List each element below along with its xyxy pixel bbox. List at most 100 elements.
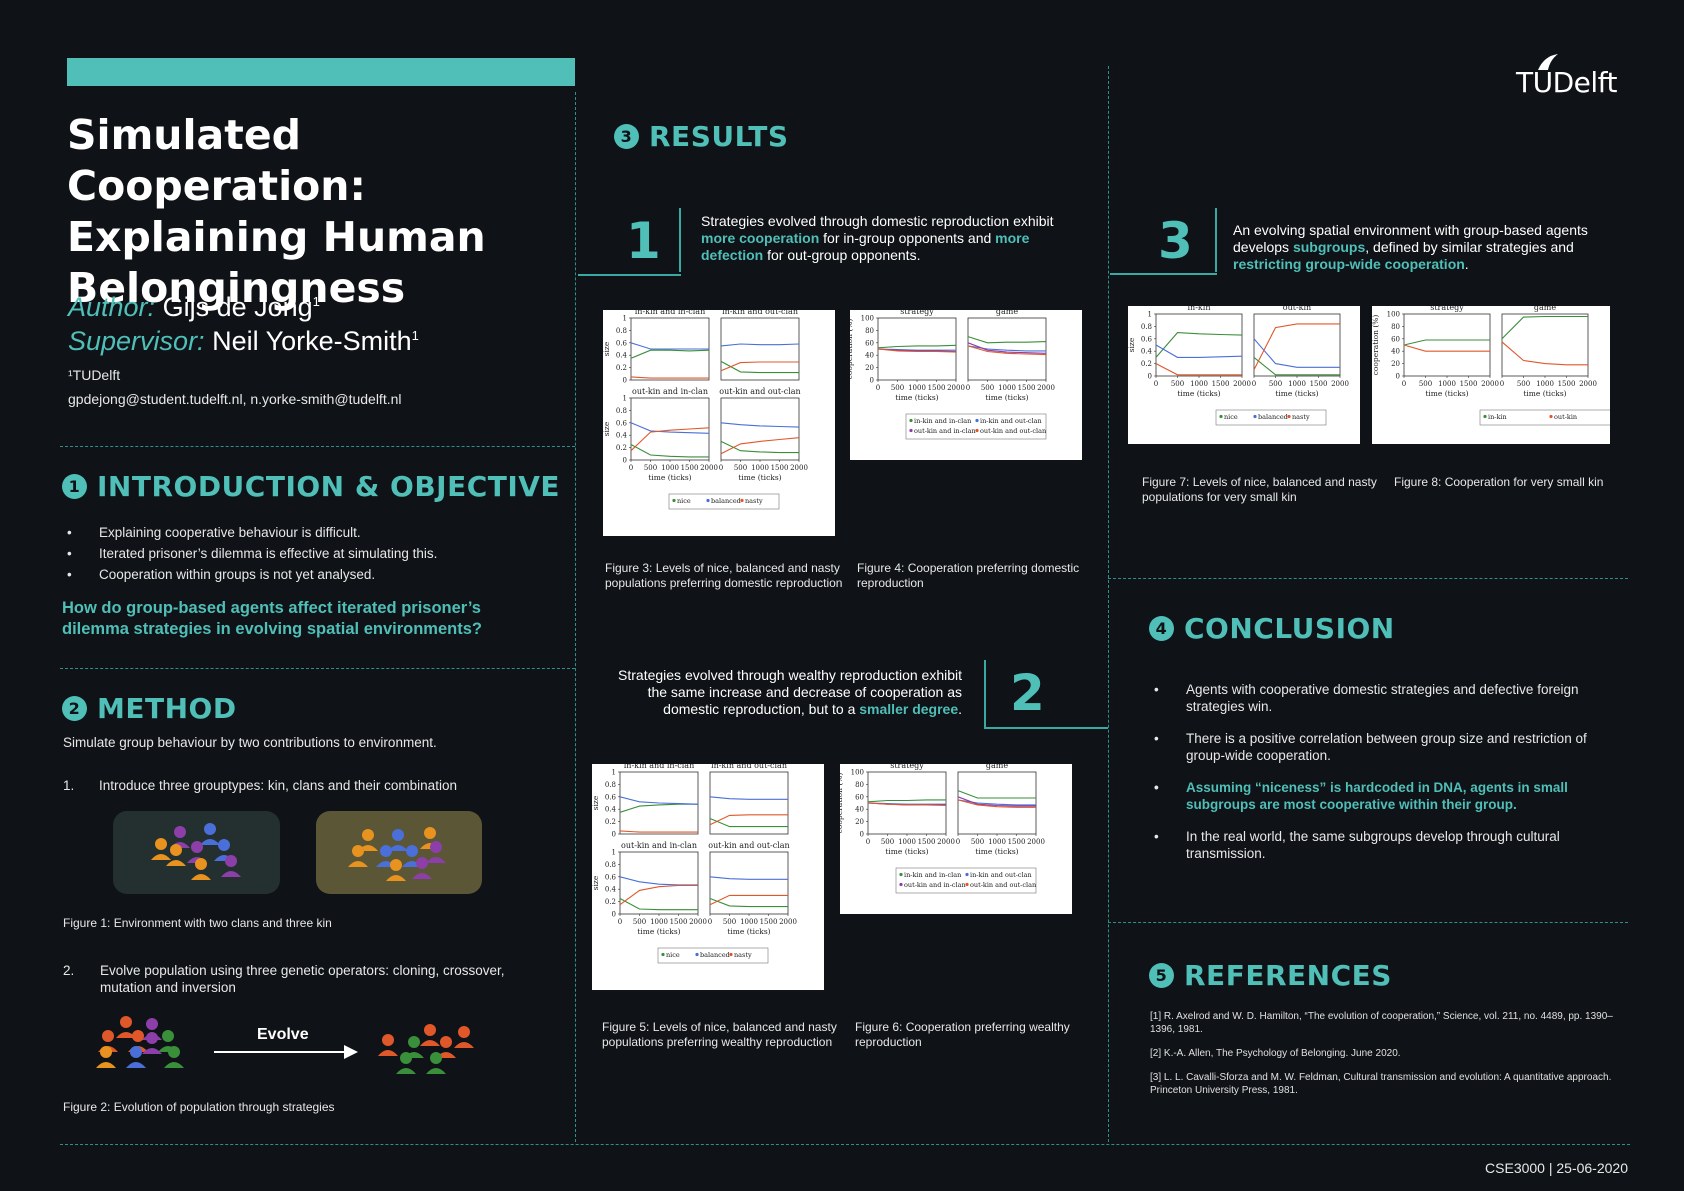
chart-panel: game 0 500 1000 1500 2000 time (ticks): [956, 764, 1045, 856]
x-tick-label: 500: [734, 464, 747, 472]
x-tick-label: 0: [1402, 380, 1406, 388]
figure-4-caption: Figure 4: Cooperation preferring domesti…: [857, 561, 1080, 590]
x-tick-label: 1000: [1288, 380, 1306, 388]
series-line-nice: [709, 897, 788, 908]
legend-label: out-kin and in-clan: [904, 881, 966, 889]
text: .: [1464, 256, 1469, 272]
y-tick-label: 100: [1387, 311, 1400, 319]
y-tick-label: 0.2: [1141, 360, 1152, 368]
result-3-number: 3: [1158, 212, 1193, 270]
list-item: Iterated prisoner’s dilemma is effective…: [63, 545, 573, 562]
series-line-balanced: [709, 876, 788, 880]
y-tick-label: 0.8: [616, 407, 627, 415]
legend-marker: [1253, 414, 1257, 419]
y-tick-label: 60: [865, 339, 874, 347]
x-tick-label: 0: [956, 838, 960, 846]
x-tick-label: 1000: [740, 918, 758, 926]
legend-marker: [695, 952, 699, 957]
figure-8-caption: Figure 8: Cooperation for very small kin: [1394, 475, 1604, 489]
series-line-balanced: [619, 876, 698, 886]
x-tick-label: 1500: [760, 918, 778, 926]
x-tick-label: 500: [1269, 380, 1282, 388]
legend-box: [668, 493, 780, 510]
panel-title: in-kin and in-clan: [624, 764, 694, 770]
supervisor-line: Supervisor: Neil Yorke-Smith1: [68, 326, 419, 357]
y-tick-label: 0: [1148, 373, 1152, 381]
x-tick-label: 1000: [908, 384, 926, 392]
x-tick-label: 2000: [779, 918, 797, 926]
x-tick-label: 0: [629, 464, 633, 472]
y-axis-label: size: [603, 421, 611, 436]
chart-panel: in-kin and out-clan: [709, 764, 789, 835]
x-tick-label: 1000: [1190, 380, 1208, 388]
figure-5-caption: Figure 5: Levels of nice, balanced and n…: [602, 1020, 837, 1049]
x-tick-label: 2000: [1233, 380, 1251, 388]
title-line-1: Simulated Cooperation:: [67, 111, 366, 210]
highlight: more cooperation: [701, 230, 820, 246]
y-tick-label: 1: [612, 849, 616, 857]
chart-panel: game 0 500 1000 1500 2000 time (ticks): [966, 310, 1055, 402]
chart-panel: in-kin and in-clan 0 0.2 0.4 0.6 0.8 1 size: [592, 764, 699, 839]
series-line-nice: [720, 440, 799, 454]
intro-heading: 1 INTRODUCTION & OBJECTIVE: [62, 470, 560, 503]
series-line-nasty: [619, 884, 698, 906]
legend-marker: [661, 952, 665, 957]
y-tick-label: 0.4: [616, 432, 628, 440]
logo-text: TUDelft: [1516, 66, 1618, 99]
results-title: RESULTS: [649, 120, 789, 153]
legend-label: nice: [666, 951, 680, 959]
result-3-underline: [1110, 273, 1217, 275]
y-tick-label: 40: [855, 806, 864, 814]
reference-item: [3] L. L. Cavalli-Sforza and M. W. Feldm…: [1150, 1072, 1612, 1096]
result-1-rule: [679, 208, 681, 272]
column-divider: [575, 92, 576, 1142]
panel-title: out-kin and in-clan: [621, 841, 697, 850]
y-tick-label: 0: [870, 377, 874, 385]
series-line-in-kin-and-in-clan: [877, 344, 957, 349]
legend-marker: [1549, 414, 1553, 419]
x-tick-label: 0: [1252, 380, 1256, 388]
title-accent-bar: [67, 58, 575, 86]
series-line-nice: [1253, 356, 1340, 376]
y-tick-label: 0.4: [616, 352, 628, 360]
panel-title: out-kin: [1283, 306, 1311, 312]
series-line-nice: [709, 817, 788, 828]
panel-title: out-kin and out-clan: [719, 387, 800, 396]
author-name: Gijs de Jong: [162, 292, 313, 322]
x-tick-label: 500: [644, 464, 657, 472]
series-line-out-kin-and-out-clan: [957, 799, 1036, 808]
intro-title: INTRODUCTION & OBJECTIVE: [97, 470, 561, 503]
highlight: restricting group-wide cooperation: [1233, 256, 1465, 272]
x-tick-label: 2000: [790, 464, 808, 472]
series-line-balanced: [709, 796, 788, 800]
legend-label: balanced: [1258, 413, 1288, 421]
x-axis-label: time (ticks): [975, 847, 1018, 856]
legend-marker: [899, 882, 903, 887]
people-group-icon: [151, 823, 241, 880]
y-tick-label: 0.4: [605, 886, 617, 894]
x-tick-label: 1000: [650, 918, 668, 926]
method-heading: 2 METHOD: [62, 692, 237, 725]
y-tick-label: 1: [612, 769, 616, 777]
x-tick-label: 1500: [1460, 380, 1478, 388]
x-tick-label: 1500: [1018, 384, 1036, 392]
plot-frame: [1155, 313, 1243, 377]
legend-marker: [1287, 414, 1291, 419]
x-tick-label: 1000: [1438, 380, 1456, 388]
legend-label: in-kin and out-clan: [970, 871, 1032, 879]
x-axis-label: time (ticks): [648, 473, 691, 482]
figure-6-caption: Figure 6: Cooperation preferring wealthy…: [855, 1020, 1070, 1049]
legend-label: nice: [1224, 413, 1238, 421]
series-line-out-kin: [1403, 344, 1490, 352]
figure-3-chart: in-kin and in-clan00.20.40.60.81sizein-k…: [603, 310, 835, 536]
y-tick-label: 80: [1391, 323, 1400, 331]
x-tick-label: 500: [881, 838, 894, 846]
section-number-badge: 5: [1149, 963, 1174, 988]
x-axis-label: time (ticks): [895, 393, 938, 402]
column-divider: [1108, 66, 1109, 1142]
chart-panel: in-kin 0 0.2 0.4 0.6 0.8 1 0 500 1000 1500 2000 time…: [1128, 306, 1251, 398]
y-tick-label: 60: [855, 793, 864, 801]
chart-panel: out-kin and out-clan 0 500 1000 1500 2000 time…: [719, 387, 808, 482]
plot-frame: [709, 851, 789, 915]
